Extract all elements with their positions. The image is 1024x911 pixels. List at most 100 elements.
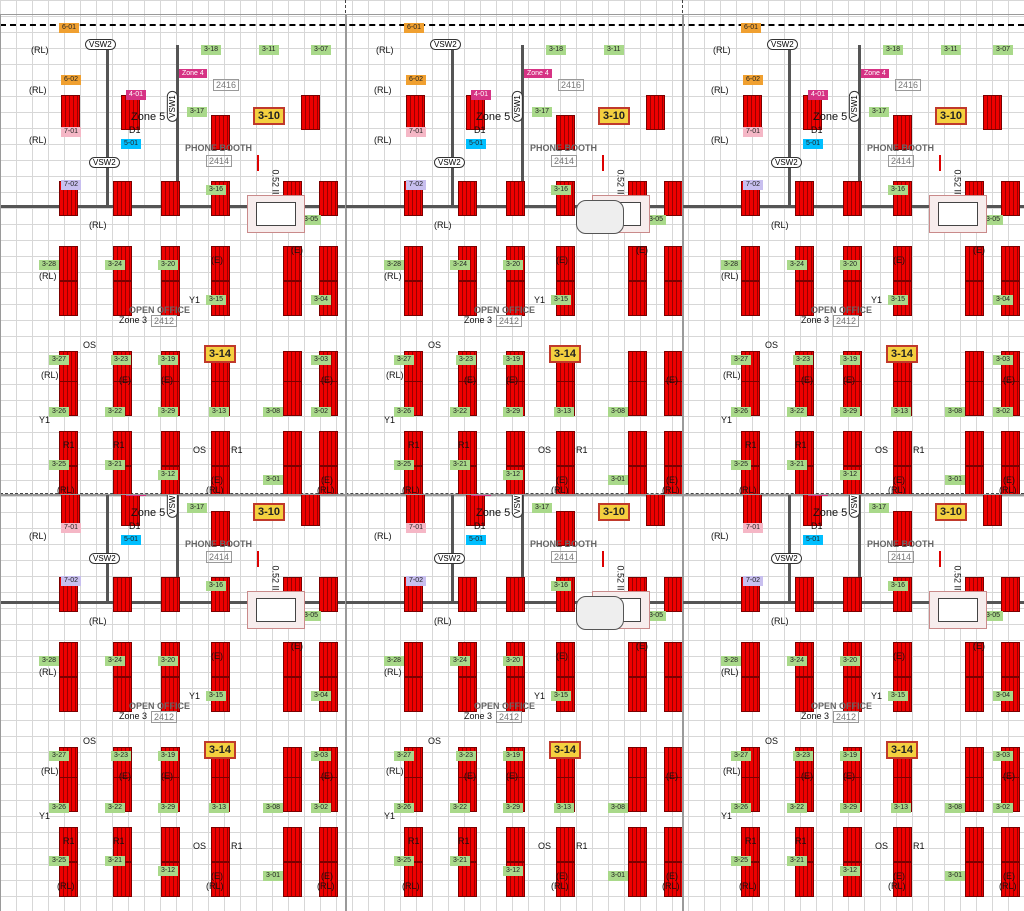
plan-panel-6: 3-183-113-073-173-163-053-283-243-203-15… (682, 494, 1024, 911)
receptacle-label: R1 (408, 836, 420, 846)
zone-label: Zone 5 (813, 507, 848, 519)
rl-label: (RL) (376, 45, 394, 55)
light-fixture (646, 495, 665, 526)
emergency-label: (E) (321, 771, 333, 781)
room-tag: 7-01 (743, 523, 764, 533)
circuit-tag: 3-17 (869, 503, 890, 513)
switch-vsw2: VSW2 (85, 39, 116, 50)
circuit-tag: 3-08 (263, 407, 284, 417)
conference-table (576, 596, 624, 630)
wall (106, 45, 109, 205)
light-fixture (283, 281, 302, 316)
occupancy-sensor: OS (765, 340, 779, 350)
fixture-inner (256, 202, 296, 226)
emergency-label: (E) (464, 771, 476, 781)
light-fixture (404, 246, 423, 281)
rl-label: (RL) (402, 881, 420, 891)
light-fixture (1001, 181, 1020, 216)
light-fixture (283, 351, 302, 386)
light-fixture (161, 281, 180, 316)
room-number: 2412 (833, 711, 860, 723)
wall (521, 495, 524, 601)
light-fixture (664, 246, 683, 281)
circuit-tag: 3-15 (888, 691, 909, 701)
rl-label: (RL) (551, 881, 569, 891)
light-fixture (628, 642, 647, 677)
light-fixture (556, 862, 575, 897)
light-fixture (506, 677, 525, 712)
emergency-label: (E) (291, 245, 303, 255)
emergency-label: (E) (506, 375, 518, 385)
rl-label: (RL) (41, 370, 59, 380)
circuit-tag: 3-08 (945, 803, 966, 813)
light-fixture (664, 862, 683, 897)
circuit-tag: 3-16 (551, 581, 572, 591)
rl-label: (RL) (434, 220, 452, 230)
receptacle-label: R1 (231, 841, 243, 851)
receptacle-label: R1 (63, 440, 75, 450)
emergency-label: (E) (801, 375, 813, 385)
light-fixture (628, 466, 647, 495)
light-fixture (161, 431, 180, 466)
receptacle-label: R1 (576, 445, 588, 455)
circuit-tag: 3-23 (456, 751, 477, 761)
circuit-tag: 3-21 (787, 856, 808, 866)
circuit-tag: 3-11 (941, 45, 961, 55)
callout-highlight: 3-10 (935, 503, 968, 521)
rl-label: (RL) (739, 881, 757, 891)
circuit-tag: 3-23 (111, 751, 132, 761)
circuit-tag: 3-27 (49, 751, 70, 761)
occupancy-sensor: OS (538, 445, 552, 455)
circuit-tag: 3-21 (450, 856, 471, 866)
callout-highlight: 3-14 (549, 741, 582, 759)
light-fixture (664, 747, 683, 782)
light-fixture (741, 862, 760, 897)
light-fixture (965, 246, 984, 281)
light-fixture (506, 431, 525, 466)
light-fixture (404, 642, 423, 677)
device-label: Y1 (39, 415, 51, 425)
light-fixture (121, 495, 140, 526)
plan-panel-3: 3-18 3-11 3-07 3-17 3-16 3-05 3-28 3-24 3-20 3-15… (682, 14, 1024, 496)
rl-label: (RL) (721, 667, 739, 677)
rl-label: (RL) (888, 485, 906, 495)
light-fixture (301, 95, 320, 130)
light-fixture (556, 466, 575, 495)
light-fixture (161, 577, 180, 612)
switch-vsw1: VSW1 (166, 91, 178, 122)
light-fixture (628, 351, 647, 386)
circuit-tag: 3-13 (209, 803, 230, 813)
light-fixture (211, 115, 230, 150)
occupancy-sensor: OS (765, 736, 779, 746)
light-fixture (404, 431, 423, 466)
zone-label: Zone 3 (801, 711, 830, 721)
circuit-tag: 3-07 (993, 45, 1014, 55)
circuit-tag: 3-20 (158, 260, 179, 270)
wall (858, 495, 861, 601)
downlight-fixture (247, 195, 305, 233)
light-fixture (556, 115, 575, 150)
light-fixture (59, 281, 78, 316)
light-fixture (458, 862, 477, 897)
receptacle-label: R1 (113, 836, 125, 846)
light-fixture (59, 246, 78, 281)
zone-label: Zone 5 (476, 111, 511, 123)
emergency-label: (E) (843, 771, 855, 781)
receptacle-label: R1 (913, 841, 925, 851)
light-fixture (458, 466, 477, 495)
rl-label: (RL) (713, 45, 731, 55)
wall (451, 495, 454, 601)
emergency-label: (E) (119, 771, 131, 781)
receptacle-label: R1 (795, 836, 807, 846)
light-fixture (283, 862, 302, 897)
room-name: PHONE BOOTH (530, 539, 598, 549)
room-name: PHONE BOOTH (867, 143, 935, 153)
device-label: D1 (811, 125, 823, 135)
homerun-arrow (939, 551, 941, 567)
zone-tag: Zone 4 (179, 69, 207, 78)
light-fixture (283, 246, 302, 281)
callout-highlight: 3-14 (886, 741, 919, 759)
light-fixture (664, 642, 683, 677)
rl-label: (RL) (384, 667, 402, 677)
emergency-label: (E) (973, 641, 985, 651)
